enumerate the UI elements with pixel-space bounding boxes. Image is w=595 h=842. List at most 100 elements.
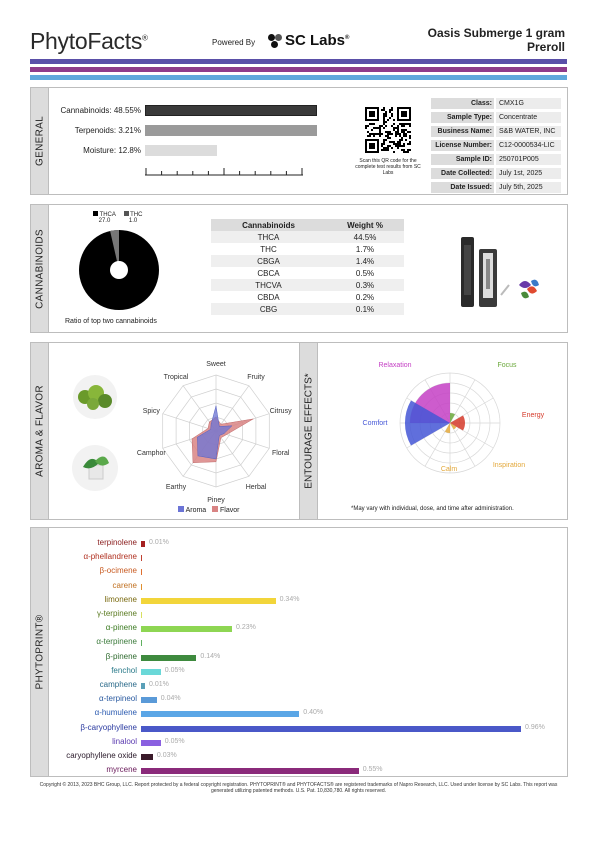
radar-axis-label: Fruity <box>247 374 265 381</box>
terpene-bar <box>141 640 142 647</box>
radar-axis-label: Camphor <box>137 450 166 457</box>
terpene-label: fenchol <box>111 665 137 675</box>
sample-info-row: License Number: C12-0000534-LIC <box>431 140 561 151</box>
radar-axis-label: Spicy <box>143 408 161 415</box>
effect-label: Inspiration <box>493 462 525 469</box>
terpene-bar <box>141 668 161 675</box>
terpene-label: γ-terpinene <box>96 609 137 618</box>
aroma-entourage-panel: AROMA & FLAVOR Sweet Fruity Citrusy Floral H… <box>30 342 568 520</box>
qr-code-icon[interactable] <box>365 107 411 153</box>
terpene-label: β-ocimene <box>99 566 137 576</box>
terpene-bar <box>141 739 161 746</box>
terpene-label: myrcene <box>106 765 137 775</box>
terpene-value: 0.96% <box>525 723 545 731</box>
terpene-bar <box>141 711 300 718</box>
radar-axis-label: Earthy <box>166 484 187 491</box>
cannabinoid-row: THCA 44.5% <box>211 231 404 243</box>
terpene-label: α-terpinene <box>96 637 137 647</box>
terpene-label: α-pinene <box>105 623 137 633</box>
gauge-scale <box>145 168 303 176</box>
terpene-label: α-terpineol <box>99 694 137 704</box>
terpene-value: 0.40% <box>303 709 324 717</box>
terpene-value: 0.23% <box>236 624 256 632</box>
hops-image <box>73 375 117 419</box>
sample-info-row: Sample Type: Concentrate <box>431 112 561 123</box>
pie-legend: THCA 27.0 THC 1.0 <box>93 211 142 224</box>
effect-wedge <box>450 423 457 430</box>
cannabinoid-row: THCVA 0.3% <box>211 279 404 291</box>
terpene-bar <box>141 597 276 604</box>
pie-legend-thca: THCA 27.0 <box>93 211 116 224</box>
terpene-label: α-phellandrene <box>83 552 137 562</box>
terpene-label: β-caryophyllene <box>80 722 137 732</box>
terpene-bar <box>141 626 232 633</box>
effect-label: Comfort <box>363 420 388 427</box>
terpene-bar <box>141 683 145 689</box>
sample-info-row: Business Name: S&B WATER, INC <box>431 126 561 137</box>
table-header-name: Cannabinoids <box>211 219 327 231</box>
terpene-bar <box>141 654 197 661</box>
terpene-bar <box>141 555 142 562</box>
terpene-bar <box>141 583 142 590</box>
radar-axis-label: Piney <box>207 497 225 504</box>
gauge-bar <box>145 125 317 136</box>
radar-axis-label: Herbal <box>246 484 267 491</box>
general-side-label: GENERAL <box>31 88 49 194</box>
terpene-label: carene <box>112 580 137 590</box>
terpene-label: caryophyllene oxide <box>66 751 137 760</box>
lab-logo-icon <box>268 34 282 49</box>
terpene-bar <box>141 754 153 760</box>
terpene-bar <box>141 612 142 618</box>
pie-caption: Ratio of top two cannabinoids <box>65 318 157 325</box>
terpene-bar <box>141 569 142 576</box>
terpene-bar <box>141 725 521 732</box>
entourage-side-label: ENTOURAGE EFFECTS* <box>299 343 318 519</box>
cannabinoids-side-label: CANNABINOIDS <box>31 205 49 332</box>
product-name: Oasis Submerge 1 gram Preroll <box>427 26 565 54</box>
cannabinoid-row: CBDA 0.2% <box>257 292 375 302</box>
effect-wedge <box>450 412 455 423</box>
terpene-value: 0.03% <box>156 752 177 759</box>
terpene-label: β-pinene <box>105 651 137 661</box>
cannabinoid-row: CBGA 1.4% <box>211 255 404 267</box>
terpene-value: 0.14% <box>200 652 221 660</box>
effect-wedge <box>445 423 450 434</box>
header-stripe-3 <box>30 75 567 80</box>
terpene-label: linalool <box>112 736 137 746</box>
terpene-bar <box>141 697 157 704</box>
cannabinoid-ratio-pie <box>79 230 159 310</box>
effect-label: Focus <box>497 362 517 369</box>
terpene-value: 0.01% <box>149 539 169 546</box>
cannabinoid-row: THC 1.7% <box>260 244 375 254</box>
terpene-value: 0.01% <box>149 681 169 688</box>
sample-info-row: Sample ID: 250701P005 <box>431 154 561 165</box>
gauge-bar <box>145 145 217 156</box>
radar-legend: Aroma Flavor <box>178 506 239 514</box>
lab-logo: SC Labs® <box>268 32 349 49</box>
aroma-flavor-radar: Sweet Fruity Citrusy Floral Herbal Piney Earth… <box>137 361 292 504</box>
gauge-label: Terpenoids: 3.21% <box>74 126 141 135</box>
phytoprint-panel: PHYTOPRINT® terpinolene 0.01% α-phellandre… <box>30 527 568 777</box>
pie-center <box>110 261 128 279</box>
radar-axis-label: Floral <box>272 450 290 457</box>
cannabinoids-panel: CANNABINOIDS THCA 27.0 THC 1.0 Ratio of to… <box>30 204 568 333</box>
product-image <box>461 237 539 307</box>
effect-wedge <box>404 400 450 446</box>
header-stripe-1 <box>30 59 567 64</box>
footer-copyright: Copyright © 2013, 2023 BHC Group, LLC. R… <box>39 782 558 794</box>
sample-info-row: Class: CMX1G <box>431 98 561 109</box>
pie-slice-thc <box>110 230 119 270</box>
powered-by-text: Powered By <box>212 38 256 47</box>
terpene-label: camphene <box>99 680 137 689</box>
sample-info-row: Date Collected: July 1st, 2025 <box>431 168 561 179</box>
radar-axis-label: Tropical <box>164 374 189 381</box>
terpene-value: 0.05% <box>164 737 185 745</box>
header-stripe-2 <box>30 67 567 72</box>
phytoprint-side-label: PHYTOPRINT® <box>31 528 49 776</box>
effect-label: Relaxation <box>378 362 411 369</box>
table-header-weight: Weight % <box>326 219 404 231</box>
terpene-label: α-humulene <box>94 708 137 718</box>
aroma-side-label: AROMA & FLAVOR <box>31 343 49 519</box>
radar-axis-label: Sweet <box>206 361 226 368</box>
entourage-note: *May vary with individual, dose, and tim… <box>351 506 514 512</box>
